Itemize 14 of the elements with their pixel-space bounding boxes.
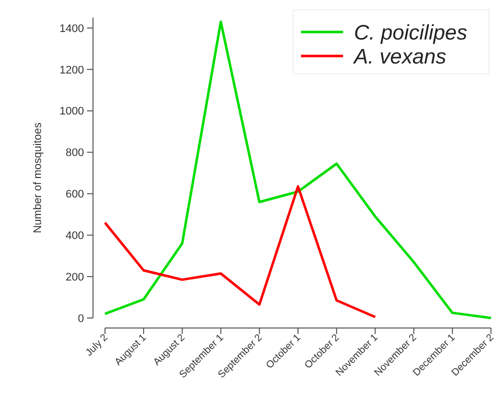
line-series [104,185,376,318]
line-series [104,20,492,320]
legend-label: A. vexans [352,45,447,68]
y-tick-label: 400 [66,230,84,242]
legend-label: C. poicilipes [354,21,468,44]
y-tick-label: 1400 [60,22,84,35]
y-tick-label: 0 [78,312,84,325]
x-tick-label: July 2 [84,332,110,359]
y-tick-label: 600 [66,188,84,201]
y-axis-title: Number of mosquitoes [32,122,44,234]
y-tick-label: 200 [66,271,84,284]
y-tick-label: 1200 [60,64,84,76]
y-tick-label: 1000 [60,106,84,118]
y-tick-label: 800 [66,147,84,160]
